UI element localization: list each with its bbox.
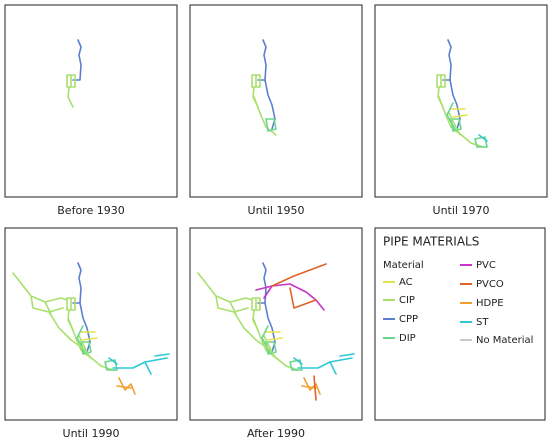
pipe-network — [197, 262, 355, 401]
pipe-network — [436, 39, 488, 148]
map-panel — [189, 4, 363, 198]
panel-caption: Until 1970 — [433, 204, 490, 217]
pipe — [297, 353, 355, 375]
pipe — [72, 262, 82, 304]
pipe — [80, 331, 98, 341]
pipe — [257, 262, 267, 304]
pipe — [197, 272, 271, 351]
pipe — [72, 39, 82, 81]
pipe — [12, 272, 86, 351]
pipe — [271, 263, 327, 401]
map-panel — [374, 4, 548, 198]
legend-label: ST — [476, 317, 489, 328]
pipe — [293, 357, 303, 365]
legend-title: PIPE MATERIALS — [383, 235, 479, 249]
legend-box — [374, 227, 546, 421]
pipe — [478, 134, 488, 142]
pipe — [80, 341, 92, 355]
panel-caption: Until 1990 — [63, 427, 120, 440]
pipe — [265, 331, 283, 341]
map-panel — [4, 227, 178, 421]
legend-label: PVCO — [476, 279, 504, 290]
pipe-network — [251, 39, 277, 136]
map-panel — [4, 4, 178, 198]
map-panel — [189, 227, 363, 421]
pipe — [66, 74, 76, 108]
pipe — [442, 39, 452, 81]
legend-label: AC — [399, 277, 413, 288]
pipe — [265, 341, 277, 355]
pipe — [450, 118, 462, 132]
pipe — [450, 108, 468, 118]
legend-label: CPP — [399, 314, 418, 325]
legend-label: No Material — [476, 335, 533, 346]
pipe — [116, 377, 136, 395]
pipe — [265, 118, 277, 132]
pipe — [257, 39, 267, 81]
pipe — [301, 377, 321, 395]
legend-subtitle: Material — [383, 260, 424, 271]
pipe-network — [12, 262, 170, 395]
panel-caption: Until 1950 — [248, 204, 305, 217]
legend-label: DIP — [399, 333, 416, 344]
panel-caption: Before 1930 — [57, 204, 124, 217]
pipe — [112, 353, 170, 375]
legend-label: CIP — [399, 295, 415, 306]
pipe — [108, 357, 118, 365]
pipe-network — [66, 39, 82, 108]
legend-label: HDPE — [476, 298, 504, 309]
panel-caption: After 1990 — [247, 427, 305, 440]
pipe — [255, 283, 325, 311]
legend-label: PVC — [476, 260, 496, 271]
